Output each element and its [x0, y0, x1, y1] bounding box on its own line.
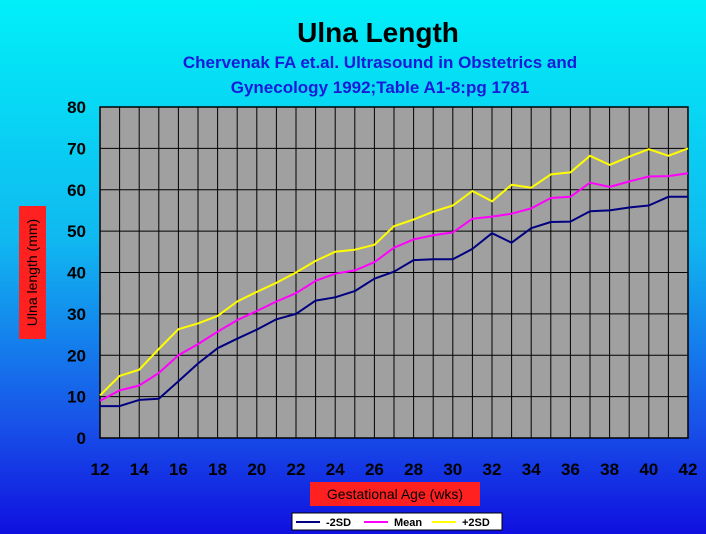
- legend-box: [291, 512, 503, 531]
- x-axis-label: Gestational Age (wks): [327, 486, 463, 502]
- x-tick-label: 22: [287, 460, 306, 479]
- x-tick-label: 28: [404, 460, 423, 479]
- x-tick-label: 42: [679, 460, 698, 479]
- chart-title: Ulna Length: [297, 17, 459, 48]
- x-tick-label: 18: [208, 460, 227, 479]
- y-tick-label: 20: [67, 346, 86, 365]
- y-axis-label-box: [19, 206, 46, 339]
- y-tick-label: 50: [67, 222, 86, 241]
- legend: -2SD Mean +2SD: [291, 512, 503, 531]
- y-tick-label: 0: [77, 429, 86, 448]
- x-tick-label: 16: [169, 460, 188, 479]
- chart-subtitle-line-1: Chervenak FA et.al. Ultrasound in Obstet…: [183, 53, 577, 72]
- legend-label-2sd: -2SD: [326, 517, 351, 529]
- y-tick-label: 70: [67, 139, 86, 158]
- x-tick-label: 20: [247, 460, 266, 479]
- x-tick-label: 36: [561, 460, 580, 479]
- y-tick-label: 40: [67, 264, 86, 283]
- chart-subtitle-line-2: Gynecology 1992;Table A1-8:pg 1781: [231, 78, 530, 97]
- x-axis-label-box: [310, 482, 480, 506]
- y-tick-label: 80: [67, 98, 86, 117]
- series-lines: [99, 147, 689, 408]
- series-line-mean: [99, 172, 689, 402]
- legend-label-mean: Mean: [394, 517, 422, 529]
- x-tick-label: 12: [91, 460, 110, 479]
- series-line-2sd: [99, 147, 689, 397]
- x-tick-label: 38: [600, 460, 619, 479]
- x-tick-label: 26: [365, 460, 384, 479]
- y-tick-label: 60: [67, 181, 86, 200]
- plot-border: [99, 106, 689, 439]
- series-line-2sd: [100, 195, 688, 408]
- x-tick-label: 40: [639, 460, 658, 479]
- x-tick-label: 30: [443, 460, 462, 479]
- x-axis-ticks: 12 14 16 18 20 22 24 26 28 30 32 34 36 38 40 42: [91, 460, 698, 479]
- y-tick-label: 30: [67, 305, 86, 324]
- y-axis-label: Ulna length (mm): [24, 219, 40, 326]
- x-tick-label: 32: [483, 460, 502, 479]
- y-tick-label: 10: [67, 388, 86, 407]
- x-tick-label: 34: [522, 460, 541, 479]
- legend-label-2sd: +2SD: [462, 517, 490, 529]
- x-tick-label: 14: [130, 460, 149, 479]
- x-tick-label: 24: [326, 460, 345, 479]
- y-axis-ticks: 0 10 20 30 40 50 60 70 80: [67, 98, 86, 448]
